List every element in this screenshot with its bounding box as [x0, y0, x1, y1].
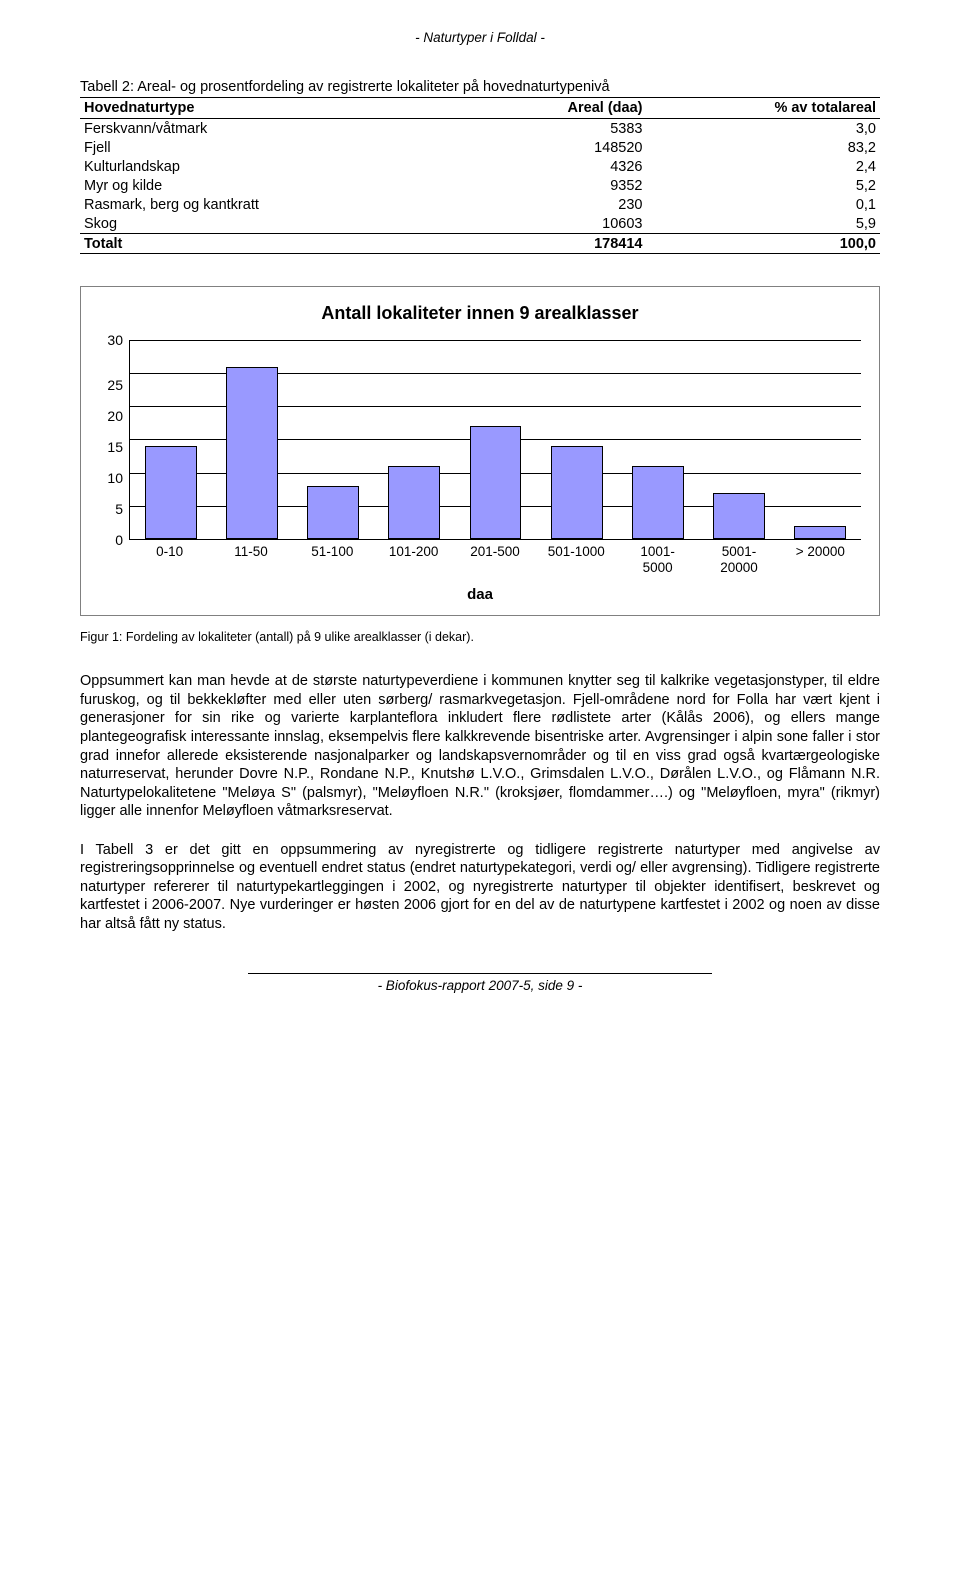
- bar: [307, 486, 359, 539]
- bar: [794, 526, 846, 539]
- page-header: - Naturtyper i Folldal -: [80, 30, 880, 45]
- bar-slot: [211, 340, 292, 539]
- x-tick-label: 51-100: [292, 540, 373, 576]
- bar-slot: [455, 340, 536, 539]
- table-total-row: Totalt178414100,0: [80, 234, 880, 254]
- x-tick-label: 101-200: [373, 540, 454, 576]
- bar-slot: [292, 340, 373, 539]
- table-row: Fjell14852083,2: [80, 138, 880, 157]
- x-tick-label: 501-1000: [536, 540, 617, 576]
- col-header-1: Areal (daa): [470, 98, 647, 119]
- table-caption: Tabell 2: Areal- og prosentfordeling av …: [80, 79, 880, 95]
- x-axis-labels: 0-1011-5051-100101-200201-500501-1000100…: [129, 540, 861, 576]
- x-tick-label: 11-50: [210, 540, 291, 576]
- page-footer: - Biofokus-rapport 2007-5, side 9 -: [248, 973, 712, 993]
- table-row: Myr og kilde93525,2: [80, 176, 880, 195]
- bar: [145, 446, 197, 539]
- bar: [713, 493, 765, 539]
- bar-slot: [536, 340, 617, 539]
- table-row: Rasmark, berg og kantkratt2300,1: [80, 195, 880, 214]
- bar-slot: [699, 340, 780, 539]
- figure-caption: Figur 1: Fordeling av lokaliteter (antal…: [80, 630, 880, 644]
- body-paragraph: I Tabell 3 er det gitt en oppsummering a…: [80, 841, 880, 934]
- chart-container: Antall lokaliteter innen 9 arealklasser …: [80, 286, 880, 616]
- table-row: Ferskvann/våtmark53833,0: [80, 119, 880, 139]
- x-tick-label: 5001-20000: [698, 540, 779, 576]
- bar: [226, 367, 278, 539]
- data-table: Hovednaturtype Areal (daa) % av totalare…: [80, 97, 880, 254]
- bar: [632, 466, 684, 539]
- y-tick-label: 0: [115, 533, 123, 547]
- bar: [388, 466, 440, 539]
- bar: [470, 426, 522, 539]
- chart-plot: [129, 340, 861, 540]
- x-tick-label: 0-10: [129, 540, 210, 576]
- y-tick-label: 20: [107, 409, 123, 423]
- x-tick-label: 201-500: [454, 540, 535, 576]
- chart-title: Antall lokaliteter innen 9 arealklasser: [99, 303, 861, 324]
- y-tick-label: 5: [115, 502, 123, 516]
- bar-slot: [780, 340, 861, 539]
- col-header-0: Hovednaturtype: [80, 98, 470, 119]
- bar: [551, 446, 603, 539]
- y-tick-label: 15: [107, 440, 123, 454]
- x-tick-label: > 20000: [780, 540, 861, 576]
- x-axis-title: daa: [99, 586, 861, 603]
- bar-slot: [617, 340, 698, 539]
- bar-slot: [374, 340, 455, 539]
- y-tick-label: 30: [107, 333, 123, 347]
- table-row: Kulturlandskap43262,4: [80, 157, 880, 176]
- y-axis: 302520151050: [99, 340, 129, 540]
- body-paragraph: Oppsummert kan man hevde at de største n…: [80, 672, 880, 820]
- col-header-2: % av totalareal: [647, 98, 881, 119]
- y-tick-label: 25: [107, 378, 123, 392]
- bar-slot: [130, 340, 211, 539]
- table-row: Skog106035,9: [80, 214, 880, 234]
- x-tick-label: 1001-5000: [617, 540, 698, 576]
- y-tick-label: 10: [107, 471, 123, 485]
